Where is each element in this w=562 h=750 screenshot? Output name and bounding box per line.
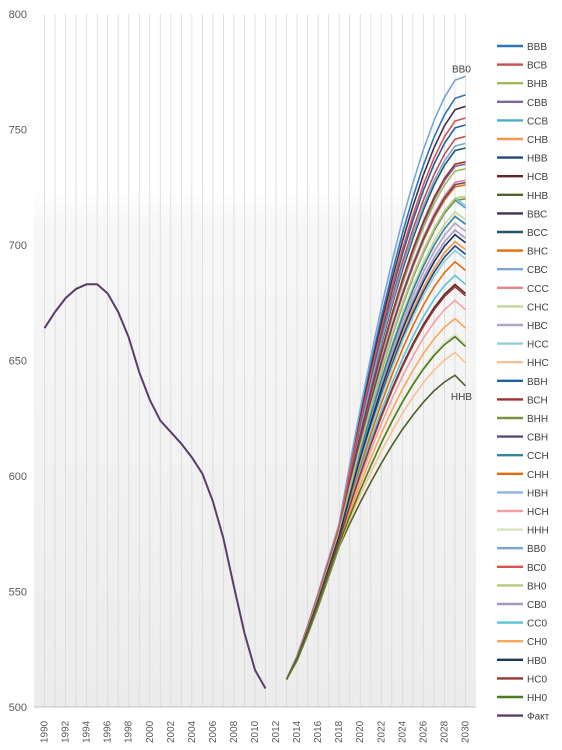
x-tick-label: 1996 bbox=[103, 720, 114, 743]
legend-label: ННС bbox=[527, 358, 549, 369]
legend-label: ССВ bbox=[527, 116, 548, 127]
legend-label: ВС0 bbox=[527, 563, 547, 574]
series-line bbox=[285, 117, 466, 680]
y-tick-label: 500 bbox=[9, 702, 27, 714]
legend-label: СВН bbox=[527, 433, 548, 444]
x-tick-label: 2030 bbox=[460, 720, 471, 743]
x-tick-label: 2004 bbox=[187, 720, 198, 743]
legend-label: ВВВ bbox=[527, 42, 547, 53]
y-tick-label: 600 bbox=[9, 471, 27, 483]
legend: ВВВ ВСВ ВНВ СВВ ССВ СНВ НВВ НСВ ННВ ВВС ВСС ВНС СВС С… bbox=[497, 42, 550, 723]
series-line bbox=[285, 335, 467, 680]
legend-label: ВВ0 bbox=[527, 544, 546, 555]
legend-label: СНС bbox=[527, 302, 549, 313]
legend-label: НСВ bbox=[527, 172, 548, 183]
legend-label: ННВ bbox=[527, 191, 548, 202]
fact-line bbox=[43, 283, 267, 689]
legend-label: ВВН bbox=[527, 377, 548, 388]
x-tick-label: 2002 bbox=[166, 720, 177, 743]
y-tick-label: 700 bbox=[9, 240, 27, 252]
legend-label: НН0 bbox=[527, 693, 547, 704]
legend-label: СНВ bbox=[527, 135, 548, 146]
legend-label: СС0 bbox=[527, 619, 547, 630]
x-tick-label: 2020 bbox=[355, 720, 366, 743]
x-tick-label: 2008 bbox=[229, 720, 240, 743]
legend-label: НС0 bbox=[527, 674, 547, 685]
x-axis: 1990 1992 1994 1996 1998 2000 2002 2004 2006 2008… bbox=[34, 706, 476, 743]
x-tick-label: 2012 bbox=[271, 720, 282, 743]
legend-label: НВВ bbox=[527, 154, 548, 165]
legend-label: НСН bbox=[527, 507, 549, 518]
y-tick-label: 550 bbox=[9, 587, 27, 599]
legend-label: Факт bbox=[527, 712, 550, 723]
legend-label: ННН bbox=[527, 526, 549, 537]
annotations: ВВ0 ННВ bbox=[451, 64, 472, 403]
x-tick-label: 2010 bbox=[250, 720, 261, 743]
x-tick-label: 2022 bbox=[376, 720, 387, 743]
legend-label: ВНС bbox=[527, 247, 548, 258]
legend-label: НВ0 bbox=[527, 656, 547, 667]
x-tick-label: 2016 bbox=[313, 720, 324, 743]
legend-label: СВС bbox=[527, 265, 548, 276]
legend-label: ВНН bbox=[527, 414, 548, 425]
x-tick-label: 1994 bbox=[82, 720, 93, 743]
legend-label: НСС bbox=[527, 340, 549, 351]
legend-label: ВСВ bbox=[527, 61, 548, 72]
series-annotation: ННВ bbox=[451, 392, 472, 403]
x-tick-label: 2024 bbox=[397, 720, 408, 743]
y-axis: 500 550 600 650 700 750 800 bbox=[9, 9, 27, 714]
legend-label: ВНВ bbox=[527, 79, 548, 90]
x-tick-label: 2014 bbox=[292, 720, 303, 743]
vertical-gridlines bbox=[44, 14, 466, 707]
x-tick-label: 2006 bbox=[208, 720, 219, 743]
legend-label: СНН bbox=[527, 470, 549, 481]
legend-label: ССН bbox=[527, 451, 549, 462]
x-tick-label: 1992 bbox=[61, 720, 72, 743]
legend-label: ВСН bbox=[527, 395, 548, 406]
legend-label: НВС bbox=[527, 321, 548, 332]
legend-label: ВН0 bbox=[527, 581, 547, 592]
legend-label: НВН bbox=[527, 488, 548, 499]
x-tick-label: 2026 bbox=[418, 720, 429, 743]
series-lines bbox=[43, 75, 467, 689]
x-tick-label: 2000 bbox=[145, 720, 156, 743]
legend-label: ССС bbox=[527, 284, 549, 295]
legend-label: СВ0 bbox=[527, 600, 547, 611]
legend-label: СВВ bbox=[527, 98, 548, 109]
y-tick-label: 750 bbox=[9, 125, 27, 137]
x-tick-label: 1990 bbox=[40, 720, 51, 743]
legend-label: СН0 bbox=[527, 637, 547, 648]
legend-label: ВВС bbox=[527, 209, 547, 220]
x-tick-label: 2028 bbox=[439, 720, 450, 743]
series-annotation: ВВ0 bbox=[452, 64, 471, 75]
x-tick-label: 1998 bbox=[124, 720, 135, 743]
x-tick-label: 2018 bbox=[334, 720, 345, 743]
legend-label: ВСС bbox=[527, 228, 548, 239]
y-tick-label: 800 bbox=[9, 9, 27, 21]
y-tick-label: 650 bbox=[9, 356, 27, 368]
